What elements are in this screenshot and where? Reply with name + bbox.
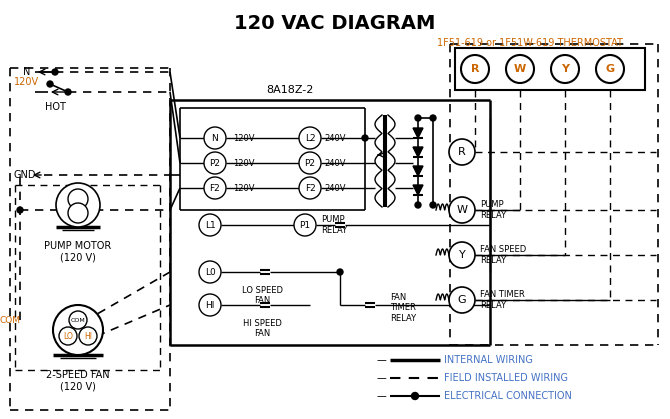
Text: Y: Y <box>561 64 569 74</box>
Circle shape <box>53 305 103 355</box>
Circle shape <box>59 327 77 345</box>
Circle shape <box>69 311 87 329</box>
Circle shape <box>449 287 475 313</box>
Text: F2: F2 <box>210 184 220 192</box>
Circle shape <box>294 214 316 236</box>
Text: HI: HI <box>205 300 214 310</box>
Circle shape <box>551 55 579 83</box>
Text: HI: HI <box>84 331 92 341</box>
Text: P2: P2 <box>304 158 316 168</box>
Text: FIELD INSTALLED WIRING: FIELD INSTALLED WIRING <box>444 373 568 383</box>
Text: FAN
TIMER
RELAY: FAN TIMER RELAY <box>390 293 416 323</box>
Text: INTERNAL WIRING: INTERNAL WIRING <box>444 355 533 365</box>
Circle shape <box>199 261 221 283</box>
Circle shape <box>204 152 226 174</box>
Text: 120 VAC DIAGRAM: 120 VAC DIAGRAM <box>234 14 436 33</box>
Circle shape <box>299 127 321 149</box>
Text: HI SPEED
FAN: HI SPEED FAN <box>243 319 281 339</box>
Text: W: W <box>514 64 526 74</box>
Circle shape <box>17 207 23 213</box>
Circle shape <box>52 69 58 75</box>
Text: —: — <box>377 373 386 383</box>
Circle shape <box>461 55 489 83</box>
Text: N: N <box>212 134 218 142</box>
Text: L2: L2 <box>305 134 316 142</box>
Circle shape <box>430 202 436 208</box>
Circle shape <box>449 139 475 165</box>
Text: 240V: 240V <box>324 184 346 192</box>
Circle shape <box>299 177 321 199</box>
Circle shape <box>449 197 475 223</box>
Circle shape <box>204 177 226 199</box>
Circle shape <box>299 152 321 174</box>
Text: PUMP
RELAY: PUMP RELAY <box>321 215 347 235</box>
Circle shape <box>56 183 100 227</box>
Text: 120V: 120V <box>233 134 255 142</box>
Circle shape <box>506 55 534 83</box>
Circle shape <box>596 55 624 83</box>
Text: 120V: 120V <box>233 184 255 192</box>
Text: HOT: HOT <box>45 102 66 112</box>
Circle shape <box>199 214 221 236</box>
Text: L1: L1 <box>204 220 215 230</box>
Text: 120V: 120V <box>233 158 255 168</box>
Circle shape <box>415 115 421 121</box>
Text: F2: F2 <box>305 184 316 192</box>
Text: 2-SPEED FAN
(120 V): 2-SPEED FAN (120 V) <box>46 370 110 392</box>
Text: 120V: 120V <box>14 77 39 87</box>
Circle shape <box>68 203 88 223</box>
Text: —: — <box>377 355 386 365</box>
Text: G: G <box>606 64 614 74</box>
Text: PUMP MOTOR
(120 V): PUMP MOTOR (120 V) <box>44 241 112 263</box>
Text: N: N <box>23 67 30 77</box>
Circle shape <box>449 242 475 268</box>
Circle shape <box>47 81 53 87</box>
Circle shape <box>430 115 436 121</box>
Circle shape <box>337 269 343 275</box>
Text: 8A18Z-2: 8A18Z-2 <box>266 85 314 95</box>
Polygon shape <box>413 147 423 157</box>
Text: COM: COM <box>70 318 85 323</box>
Circle shape <box>79 327 97 345</box>
Text: P1: P1 <box>299 220 311 230</box>
Bar <box>455 48 645 90</box>
Circle shape <box>65 89 71 95</box>
Polygon shape <box>413 185 423 195</box>
Circle shape <box>199 294 221 316</box>
Text: GND: GND <box>14 170 36 180</box>
Text: G: G <box>458 295 466 305</box>
Text: W: W <box>456 205 468 215</box>
Text: FAN TIMER
RELAY: FAN TIMER RELAY <box>480 290 525 310</box>
Text: 1F51-619 or 1F51W-619 THERMOSTAT: 1F51-619 or 1F51W-619 THERMOSTAT <box>437 38 623 48</box>
Text: COM: COM <box>0 316 20 324</box>
Text: Y: Y <box>459 250 466 260</box>
Text: ELECTRICAL CONNECTION: ELECTRICAL CONNECTION <box>444 391 572 401</box>
Text: LO SPEED
FAN: LO SPEED FAN <box>241 286 283 305</box>
Text: —: — <box>377 391 386 401</box>
Text: PUMP
RELAY: PUMP RELAY <box>480 200 506 220</box>
Text: 240V: 240V <box>324 134 346 142</box>
Text: R: R <box>471 64 479 74</box>
Text: LO: LO <box>63 331 73 341</box>
Circle shape <box>415 202 421 208</box>
Text: L0: L0 <box>204 267 215 277</box>
Polygon shape <box>413 128 423 138</box>
Text: P2: P2 <box>210 158 220 168</box>
Text: R: R <box>458 147 466 157</box>
Polygon shape <box>413 166 423 176</box>
Text: FAN SPEED
RELAY: FAN SPEED RELAY <box>480 245 526 265</box>
Circle shape <box>68 189 88 209</box>
Circle shape <box>362 135 368 141</box>
Circle shape <box>204 127 226 149</box>
Circle shape <box>411 393 419 399</box>
Text: 240V: 240V <box>324 158 346 168</box>
